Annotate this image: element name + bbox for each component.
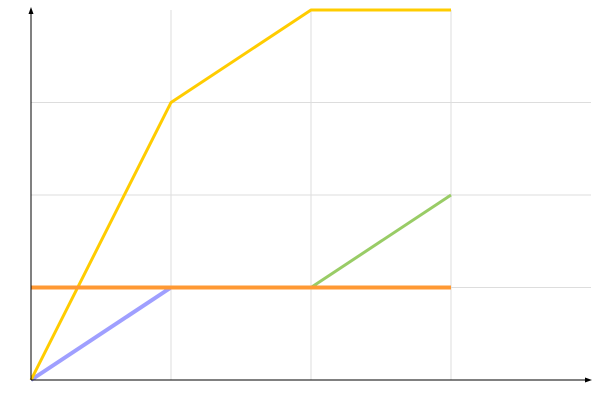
series-group (29, 8, 452, 382)
axes (28, 7, 592, 383)
series-line-2 (31, 193, 452, 289)
x-axis-arrow (585, 377, 592, 383)
series-line-3 (29, 8, 451, 381)
series-line-1 (29, 285, 451, 382)
y-axis-arrow (28, 7, 34, 14)
